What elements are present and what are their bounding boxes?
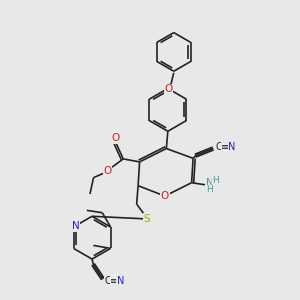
Text: ≡: ≡ <box>110 276 118 286</box>
Text: ≡: ≡ <box>221 142 230 152</box>
Text: S: S <box>144 214 150 224</box>
Text: H: H <box>213 176 219 185</box>
Text: H: H <box>206 185 213 194</box>
Text: C: C <box>216 142 222 152</box>
Text: N: N <box>72 221 80 231</box>
Text: C: C <box>104 276 111 286</box>
Text: O: O <box>164 84 172 94</box>
Text: N: N <box>228 142 236 152</box>
Text: O: O <box>104 167 112 176</box>
Text: O: O <box>112 133 120 143</box>
Text: O: O <box>161 191 169 201</box>
Text: N: N <box>117 276 124 286</box>
Text: N: N <box>206 178 213 188</box>
